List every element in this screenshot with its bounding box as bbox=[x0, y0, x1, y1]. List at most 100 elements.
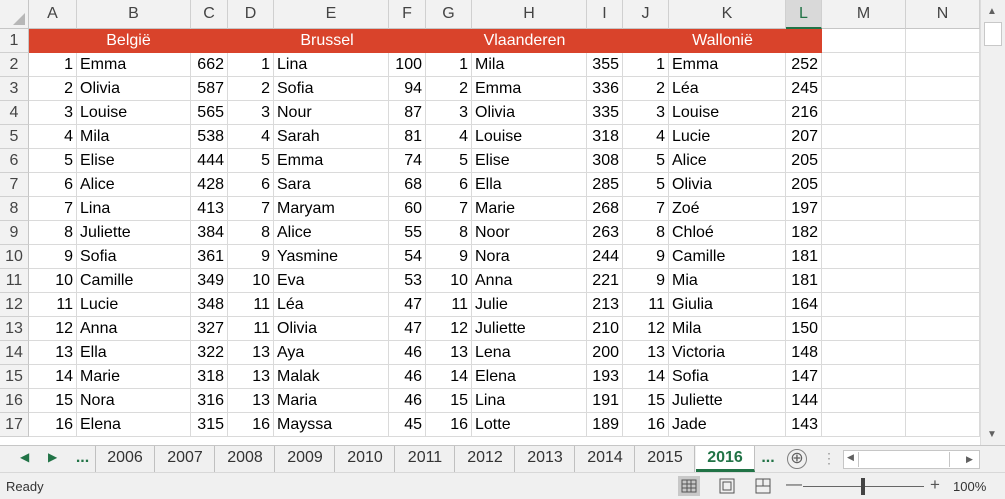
rank-cell[interactable]: 11 bbox=[426, 293, 472, 317]
name-cell[interactable]: Léa bbox=[274, 293, 389, 317]
count-cell[interactable]: 205 bbox=[786, 149, 822, 173]
rank-cell[interactable]: 13 bbox=[623, 341, 669, 365]
count-cell[interactable]: 100 bbox=[389, 53, 426, 77]
empty-cell[interactable] bbox=[822, 365, 906, 389]
column-header-f[interactable]: F bbox=[389, 0, 426, 29]
tab-overflow-right[interactable]: ... bbox=[761, 449, 775, 466]
count-cell[interactable]: 47 bbox=[389, 317, 426, 341]
name-cell[interactable]: Sofia bbox=[77, 245, 191, 269]
rank-cell[interactable]: 11 bbox=[29, 293, 77, 317]
rank-cell[interactable]: 5 bbox=[29, 149, 77, 173]
rank-cell[interactable]: 3 bbox=[426, 101, 472, 125]
rank-cell[interactable]: 15 bbox=[623, 389, 669, 413]
row-header-13[interactable]: 13 bbox=[0, 317, 29, 341]
rank-cell[interactable]: 9 bbox=[426, 245, 472, 269]
rank-cell[interactable]: 6 bbox=[228, 173, 274, 197]
rank-cell[interactable]: 13 bbox=[29, 341, 77, 365]
column-header-b[interactable]: B bbox=[77, 0, 191, 29]
count-cell[interactable]: 60 bbox=[389, 197, 426, 221]
row-header-12[interactable]: 12 bbox=[0, 293, 29, 317]
rank-cell[interactable]: 15 bbox=[29, 389, 77, 413]
empty-cell[interactable] bbox=[906, 245, 980, 269]
rank-cell[interactable]: 2 bbox=[228, 77, 274, 101]
empty-cell[interactable] bbox=[906, 293, 980, 317]
name-cell[interactable]: Mila bbox=[77, 125, 191, 149]
count-cell[interactable]: 213 bbox=[587, 293, 623, 317]
rank-cell[interactable]: 16 bbox=[228, 413, 274, 437]
column-header-d[interactable]: D bbox=[228, 0, 274, 29]
rank-cell[interactable]: 2 bbox=[29, 77, 77, 101]
row-header-7[interactable]: 7 bbox=[0, 173, 29, 197]
empty-cell[interactable] bbox=[906, 149, 980, 173]
sheet-tab-2007[interactable]: 2007 bbox=[156, 446, 215, 472]
sheet-tab-2013[interactable]: 2013 bbox=[516, 446, 575, 472]
name-cell[interactable]: Eva bbox=[274, 269, 389, 293]
rank-cell[interactable]: 16 bbox=[623, 413, 669, 437]
count-cell[interactable]: 361 bbox=[191, 245, 228, 269]
count-cell[interactable]: 181 bbox=[786, 269, 822, 293]
scroll-left-arrow-icon[interactable]: ◀ bbox=[847, 452, 854, 462]
rank-cell[interactable]: 7 bbox=[623, 197, 669, 221]
normal-view-button[interactable] bbox=[678, 476, 700, 496]
count-cell[interactable]: 349 bbox=[191, 269, 228, 293]
rank-cell[interactable]: 1 bbox=[426, 53, 472, 77]
count-cell[interactable]: 245 bbox=[786, 77, 822, 101]
rank-cell[interactable]: 11 bbox=[228, 317, 274, 341]
empty-cell[interactable] bbox=[822, 341, 906, 365]
row-header-14[interactable]: 14 bbox=[0, 341, 29, 365]
empty-cell[interactable] bbox=[906, 197, 980, 221]
rank-cell[interactable]: 1 bbox=[29, 53, 77, 77]
rank-cell[interactable]: 4 bbox=[623, 125, 669, 149]
count-cell[interactable]: 191 bbox=[587, 389, 623, 413]
count-cell[interactable]: 216 bbox=[786, 101, 822, 125]
sheet-tab-2011[interactable]: 2011 bbox=[396, 446, 455, 472]
column-header-i[interactable]: I bbox=[587, 0, 623, 29]
name-cell[interactable]: Jade bbox=[669, 413, 786, 437]
name-cell[interactable]: Anna bbox=[472, 269, 587, 293]
sheet-tab-2014[interactable]: 2014 bbox=[576, 446, 635, 472]
name-cell[interactable]: Camille bbox=[77, 269, 191, 293]
rank-cell[interactable]: 13 bbox=[228, 389, 274, 413]
name-cell[interactable]: Elise bbox=[472, 149, 587, 173]
rank-cell[interactable]: 6 bbox=[426, 173, 472, 197]
rank-cell[interactable]: 9 bbox=[623, 269, 669, 293]
count-cell[interactable]: 143 bbox=[786, 413, 822, 437]
count-cell[interactable]: 348 bbox=[191, 293, 228, 317]
name-cell[interactable]: Malak bbox=[274, 365, 389, 389]
name-cell[interactable]: Elise bbox=[77, 149, 191, 173]
empty-cell[interactable] bbox=[822, 101, 906, 125]
name-cell[interactable]: Sofia bbox=[669, 365, 786, 389]
empty-cell[interactable] bbox=[822, 29, 906, 53]
region-header-cell[interactable]: België bbox=[29, 29, 228, 53]
count-cell[interactable]: 147 bbox=[786, 365, 822, 389]
horizontal-scroll-thumb[interactable] bbox=[858, 452, 950, 467]
name-cell[interactable]: Nora bbox=[77, 389, 191, 413]
column-header-n[interactable]: N bbox=[906, 0, 980, 29]
tab-splitter-icon[interactable]: ⋮ bbox=[822, 450, 836, 466]
count-cell[interactable]: 87 bbox=[389, 101, 426, 125]
name-cell[interactable]: Zoé bbox=[669, 197, 786, 221]
row-header-17[interactable]: 17 bbox=[0, 413, 29, 437]
rank-cell[interactable]: 10 bbox=[228, 269, 274, 293]
sheet-tab-2012[interactable]: 2012 bbox=[456, 446, 515, 472]
name-cell[interactable]: Nour bbox=[274, 101, 389, 125]
name-cell[interactable]: Juliette bbox=[669, 389, 786, 413]
name-cell[interactable]: Emma bbox=[472, 77, 587, 101]
name-cell[interactable]: Alice bbox=[274, 221, 389, 245]
count-cell[interactable]: 53 bbox=[389, 269, 426, 293]
row-header-10[interactable]: 10 bbox=[0, 245, 29, 269]
count-cell[interactable]: 444 bbox=[191, 149, 228, 173]
name-cell[interactable]: Mila bbox=[472, 53, 587, 77]
rank-cell[interactable]: 12 bbox=[29, 317, 77, 341]
row-header-8[interactable]: 8 bbox=[0, 197, 29, 221]
rank-cell[interactable]: 5 bbox=[426, 149, 472, 173]
count-cell[interactable]: 207 bbox=[786, 125, 822, 149]
name-cell[interactable]: Juliette bbox=[472, 317, 587, 341]
count-cell[interactable]: 148 bbox=[786, 341, 822, 365]
count-cell[interactable]: 193 bbox=[587, 365, 623, 389]
rank-cell[interactable]: 14 bbox=[29, 365, 77, 389]
rank-cell[interactable]: 16 bbox=[426, 413, 472, 437]
name-cell[interactable]: Lina bbox=[274, 53, 389, 77]
sheet-tab-2006[interactable]: 2006 bbox=[96, 446, 155, 472]
count-cell[interactable]: 205 bbox=[786, 173, 822, 197]
